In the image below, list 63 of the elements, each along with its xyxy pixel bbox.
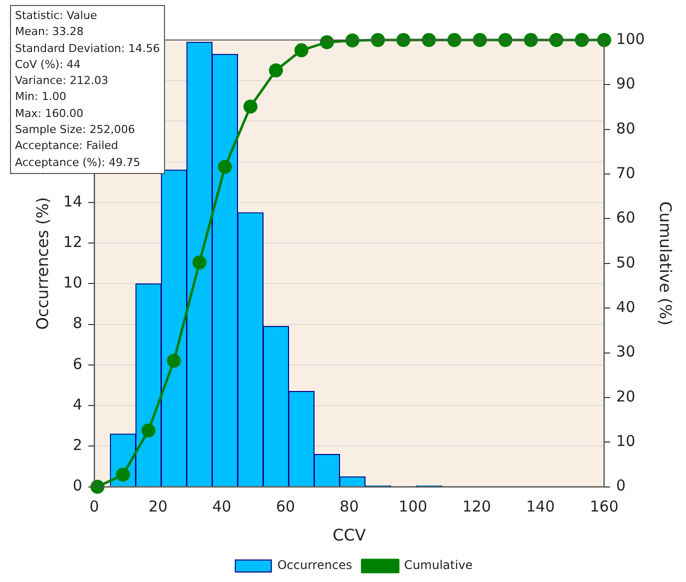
point [294, 43, 308, 58]
point [192, 256, 206, 270]
point [320, 35, 334, 50]
y2-tick-label: 70 [616, 164, 636, 182]
point [498, 33, 512, 47]
x-tick-label: 60 [276, 498, 296, 516]
annotation: Acceptance: Failed [15, 138, 120, 154]
text: CoV (%): 44 [15, 56, 82, 73]
annotation: Variance: 212.03 [15, 73, 110, 90]
x-tick-label: 160 [590, 498, 618, 516]
y2-tick-label: 40 [616, 298, 636, 316]
point [116, 468, 130, 482]
y2-tick-label: 50 [616, 253, 636, 272]
point [524, 33, 538, 47]
y-tick-label: 4 [72, 395, 82, 414]
y-tick-label: 14 [63, 192, 82, 210]
y-tick-label: 12 [63, 232, 82, 251]
x-tick-label: 0 [90, 498, 100, 516]
point [268, 63, 283, 78]
text: Min: 1.00 [15, 89, 68, 106]
y2-tick-label: 60 [616, 208, 636, 227]
legend-label: Cumulative [404, 558, 473, 572]
y2-axis-title: Cumulative (%) [656, 201, 676, 326]
x-tick-label: 120 [462, 498, 492, 516]
point [472, 33, 487, 47]
x-tick-label: 140 [526, 498, 555, 516]
point [141, 424, 156, 438]
y2-tick-label: 100 [616, 30, 645, 48]
x-tick-label: 20 [148, 498, 168, 516]
y-tick-label: 2 [72, 436, 82, 454]
x-axis-title: CCV [332, 526, 366, 545]
y2-tick-label: 30 [616, 342, 636, 361]
text: Mean: 33.28 [15, 24, 85, 40]
x-tick-label: 80 [340, 498, 359, 516]
y2-tick-label: 20 [616, 387, 636, 406]
annotation: Acceptance (%): 49.75 [15, 154, 142, 171]
point [396, 33, 410, 47]
text: Statistic: Value [15, 8, 98, 24]
y-axis-title: Occurrences (%) [32, 197, 52, 330]
y2-tick-label: 10 [616, 432, 636, 450]
y-tick-label: 6 [72, 354, 82, 373]
y-tick-label: 8 [72, 314, 82, 332]
x-tick-label: 100 [398, 498, 428, 516]
point [166, 354, 181, 368]
point [549, 33, 564, 47]
point [422, 33, 436, 47]
point [574, 33, 589, 47]
point [370, 33, 385, 47]
point [447, 33, 462, 47]
y2-tick-label: 90 [616, 74, 636, 93]
x-tick-label: 40 [212, 498, 232, 516]
point [218, 160, 232, 174]
y-tick-label: 10 [63, 274, 82, 292]
point [243, 100, 258, 114]
annotation: Standard Deviation: 14.56 [15, 40, 160, 57]
text: Max: 160.00 [15, 106, 84, 122]
y2-tick-label: 80 [616, 119, 636, 138]
annotation: Sample Size: 252,006 [15, 122, 136, 138]
point [597, 33, 612, 47]
y2-tick-label: 0 [616, 476, 626, 495]
y-tick-label: 0 [72, 476, 82, 495]
legend-label: Occurrences [277, 558, 352, 572]
point [345, 33, 360, 48]
